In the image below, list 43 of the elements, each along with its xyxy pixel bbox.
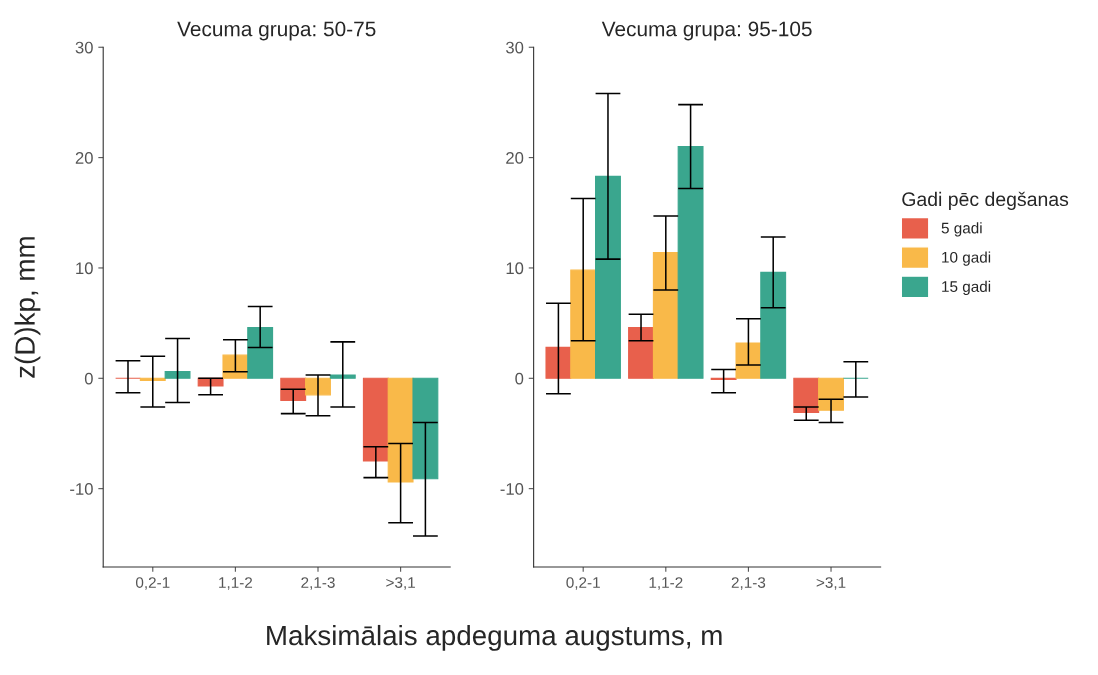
x-tick-label: 0,2-1	[566, 577, 600, 590]
x-tick-label: 2,1-3	[301, 577, 335, 590]
bar	[677, 146, 704, 379]
y-tick-label: 10	[76, 262, 93, 275]
bar	[735, 342, 762, 379]
y-tick-label: 20	[506, 152, 524, 164]
x-tick-label: 1,1-2	[649, 577, 683, 590]
x-tick-label: 1,1-2	[219, 577, 253, 590]
x-tick-label: >3,1	[386, 577, 415, 590]
x-tick-label: 2,1-3	[731, 577, 766, 590]
bar	[545, 346, 572, 379]
legend-label: 10 gadi	[942, 251, 991, 266]
y-tick-label: -10	[70, 483, 93, 495]
bar	[280, 377, 307, 401]
y-tick-label: 30	[506, 41, 524, 54]
y-tick-label: 20	[75, 152, 93, 164]
bar	[247, 326, 274, 379]
legend-label: 5 gadi	[941, 222, 982, 237]
bar	[412, 377, 439, 480]
y-tick-label: 10	[506, 262, 524, 275]
bar	[793, 377, 820, 414]
bar	[164, 371, 191, 379]
bar	[222, 354, 249, 379]
y-tick-label: 0	[84, 372, 93, 385]
y-axis-title: z(D)kp, mm	[14, 237, 41, 378]
y-tick-label: 0	[515, 372, 524, 385]
bar	[652, 251, 679, 379]
legend-label: 15 gadi	[942, 280, 991, 296]
bar	[760, 271, 787, 379]
y-tick-label: 30	[75, 41, 93, 54]
bar	[570, 269, 597, 379]
y-tick-label: -10	[500, 483, 524, 495]
bar	[362, 377, 389, 462]
bar	[329, 374, 356, 379]
legend-title: Gadi pēc degšanas	[902, 191, 1069, 210]
chart-title: Vecuma grupa: 50-75	[177, 21, 376, 41]
x-tick-label: >3,1	[816, 577, 846, 590]
x-tick-label: 0,2-1	[135, 577, 170, 590]
bar	[595, 175, 621, 379]
x-axis-title: Maksimālais apdeguma augstums, m	[267, 624, 722, 651]
bar	[628, 326, 654, 379]
chart-title: Vecuma grupa: 95-105	[601, 21, 812, 41]
bar	[387, 377, 414, 483]
